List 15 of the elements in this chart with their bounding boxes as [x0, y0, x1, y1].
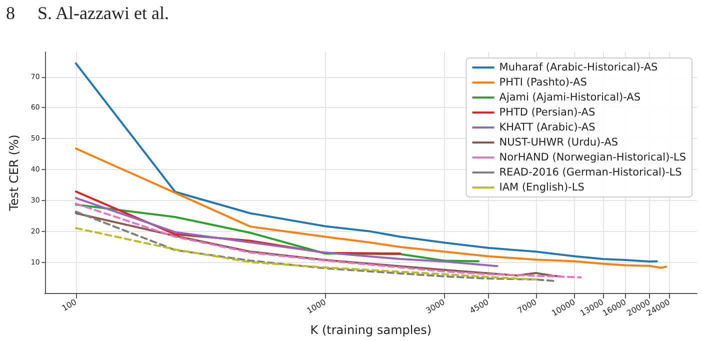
legend-label: KHATT (Arabic)-AS: [499, 122, 596, 134]
text: 8 S. Al-azzawi et al.: [6, 3, 169, 23]
legend-label: NUST-UHWR (Urdu)-AS: [499, 136, 618, 148]
legend-label: READ-2016 (German-Historical)-LS: [499, 166, 682, 178]
legend-label: NorHAND (Norwegian-Historical)-LS: [499, 152, 686, 164]
legend-label: Muharaf (Arabic-Historical)-AS: [499, 62, 658, 74]
legend-label: Ajami (Ajami-Historical)-AS: [499, 92, 641, 104]
legend-label: PHTD (Persian)-AS: [499, 106, 596, 118]
x-tick-label: 7000: [516, 298, 538, 316]
y-axis-title: Test CER (%): [7, 134, 21, 212]
legend-label: PHTI (Pashto)-AS: [499, 76, 588, 88]
x-tick-label: 4500: [468, 298, 490, 316]
legend-label: IAM (English)-LS: [499, 182, 585, 194]
x-tick-label: 100: [60, 298, 78, 313]
x-axis-title: K (training samples): [310, 323, 432, 337]
